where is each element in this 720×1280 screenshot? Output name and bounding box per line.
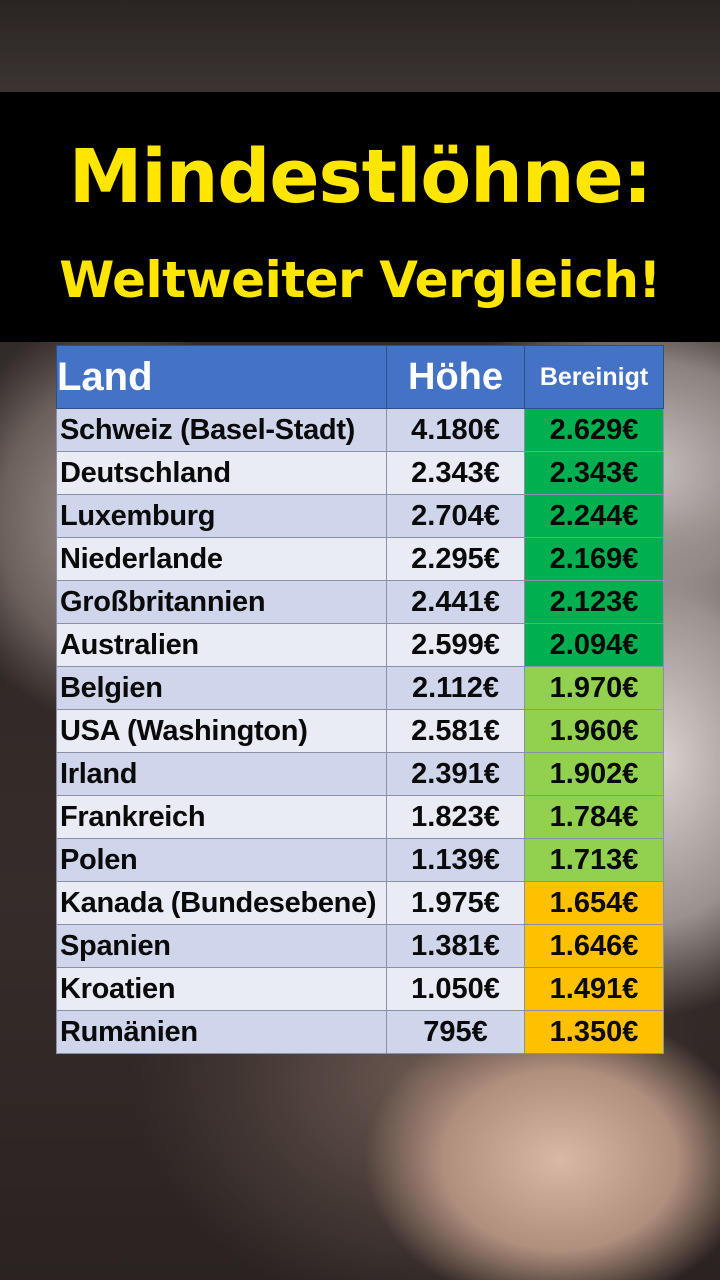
cell-hoehe: 2.704€ [386,494,525,538]
cell-bereinigt: 1.902€ [524,752,664,796]
column-header-bereinigt: Bereinigt [524,345,664,409]
cell-land: Australien [56,623,387,667]
cell-hoehe: 2.343€ [386,451,525,495]
table-header-row: Land Höhe Bereinigt [56,345,664,409]
table-row: Deutschland 2.343€ 2.343€ [56,451,664,495]
cell-bereinigt: 1.350€ [524,1010,664,1054]
cell-bereinigt: 1.491€ [524,967,664,1011]
cell-bereinigt: 2.244€ [524,494,664,538]
cell-hoehe: 2.599€ [386,623,525,667]
cell-hoehe: 1.381€ [386,924,525,968]
cell-bereinigt: 2.343€ [524,451,664,495]
table-row: Großbritannien 2.441€ 2.123€ [56,580,664,624]
cell-land: Kanada (Bundesebene) [56,881,387,925]
title-line-2: Weltweiter Vergleich! [59,251,661,309]
cell-land: Kroatien [56,967,387,1011]
cell-land: Deutschland [56,451,387,495]
title-line-1: Mindestlöhne: [68,134,653,220]
cell-bereinigt: 1.960€ [524,709,664,753]
cell-bereinigt: 1.713€ [524,838,664,882]
cell-hoehe: 2.295€ [386,537,525,581]
table-body: Schweiz (Basel-Stadt) 4.180€ 2.629€ Deutsch… [56,408,664,1054]
cell-hoehe: 2.391€ [386,752,525,796]
table-row: Spanien 1.381€ 1.646€ [56,924,664,968]
cell-bereinigt: 2.629€ [524,408,664,452]
table-row: Kroatien 1.050€ 1.491€ [56,967,664,1011]
cell-bereinigt: 2.123€ [524,580,664,624]
table-row: USA (Washington) 2.581€ 1.960€ [56,709,664,753]
cell-bereinigt: 1.784€ [524,795,664,839]
column-header-hoehe: Höhe [386,345,525,409]
cell-land: Spanien [56,924,387,968]
cell-land: Irland [56,752,387,796]
cell-hoehe: 2.441€ [386,580,525,624]
title-band [0,92,720,342]
table-row: Belgien 2.112€ 1.970€ [56,666,664,710]
minimum-wage-table: Land Höhe Bereinigt Schweiz (Basel-Stadt… [56,345,664,1054]
cell-hoehe: 1.050€ [386,967,525,1011]
cell-land: Großbritannien [56,580,387,624]
cell-hoehe: 1.139€ [386,838,525,882]
cell-hoehe: 1.975€ [386,881,525,925]
table-row: Frankreich 1.823€ 1.784€ [56,795,664,839]
cell-hoehe: 2.112€ [386,666,525,710]
table-row: Schweiz (Basel-Stadt) 4.180€ 2.629€ [56,408,664,452]
table-row: Polen 1.139€ 1.713€ [56,838,664,882]
table-row: Niederlande 2.295€ 2.169€ [56,537,664,581]
table-row: Irland 2.391€ 1.902€ [56,752,664,796]
cell-land: USA (Washington) [56,709,387,753]
cell-land: Belgien [56,666,387,710]
table-row: Luxemburg 2.704€ 2.244€ [56,494,664,538]
cell-land: Schweiz (Basel-Stadt) [56,408,387,452]
cell-land: Niederlande [56,537,387,581]
cell-hoehe: 2.581€ [386,709,525,753]
cell-bereinigt: 1.646€ [524,924,664,968]
table-row: Australien 2.599€ 2.094€ [56,623,664,667]
cell-land: Luxemburg [56,494,387,538]
cell-land: Rumänien [56,1010,387,1054]
table-row: Kanada (Bundesebene) 1.975€ 1.654€ [56,881,664,925]
cell-hoehe: 1.823€ [386,795,525,839]
cell-bereinigt: 1.654€ [524,881,664,925]
cell-bereinigt: 1.970€ [524,666,664,710]
cell-hoehe: 4.180€ [386,408,525,452]
top-strip [0,0,720,92]
cell-bereinigt: 2.169€ [524,537,664,581]
cell-land: Frankreich [56,795,387,839]
column-header-land: Land [56,345,387,409]
cell-hoehe: 795€ [386,1010,525,1054]
table-row: Rumänien 795€ 1.350€ [56,1010,664,1054]
cell-land: Polen [56,838,387,882]
cell-bereinigt: 2.094€ [524,623,664,667]
